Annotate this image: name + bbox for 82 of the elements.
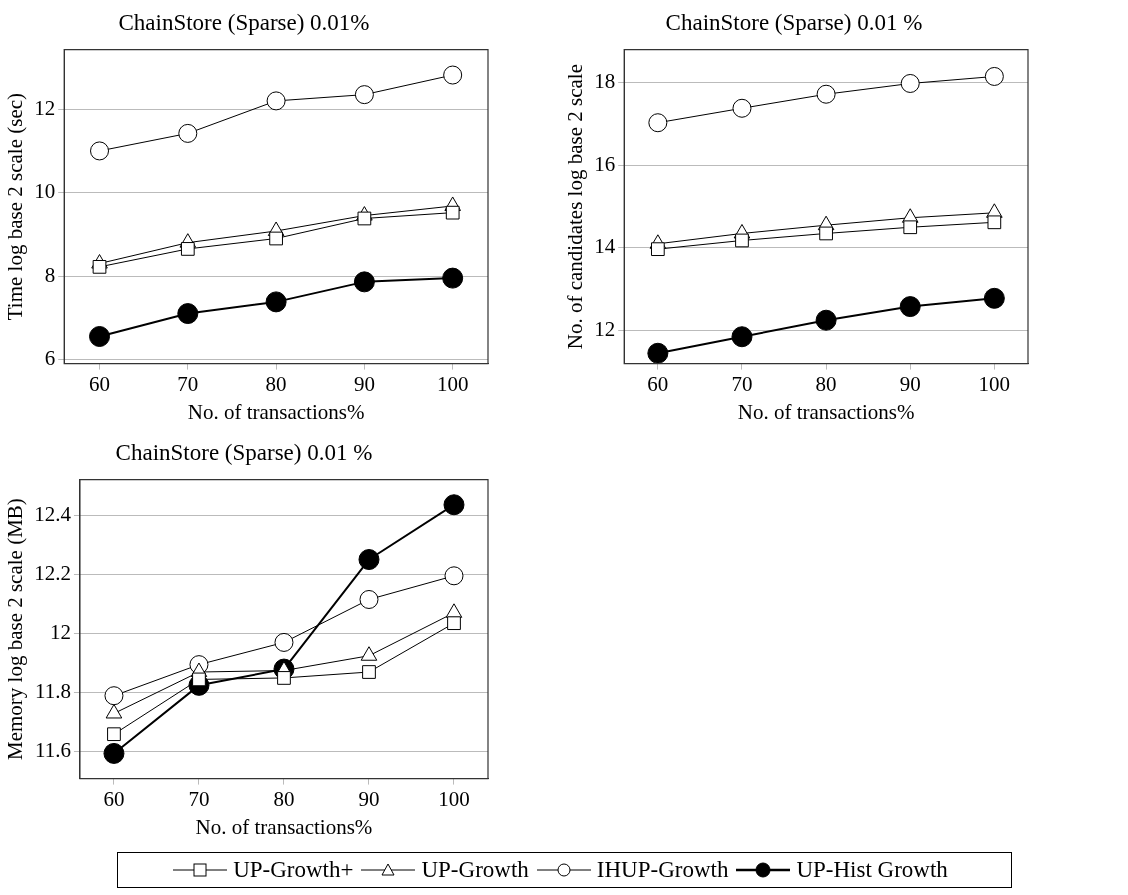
x-axis-title: No. of transactions% (195, 814, 373, 839)
x-tick-label: 90 (353, 371, 375, 396)
point (177, 303, 199, 325)
x-tick-label: 60 (647, 371, 669, 396)
x-tick-label: 100 (436, 371, 469, 396)
x-tick-label: 70 (177, 371, 199, 396)
point (104, 686, 124, 706)
point (445, 205, 460, 220)
y-tick-label: 12 (49, 620, 71, 645)
y-tick-label: 12 (594, 317, 616, 342)
y-axis-title: Time log base 2 scale (sec) (3, 92, 28, 321)
point (358, 549, 380, 571)
x-tick-label: 60 (89, 371, 111, 396)
point (899, 296, 921, 318)
y-tick-label: 14 (594, 234, 616, 259)
y-tick-label: 16 (594, 151, 616, 176)
legend-label: UP-Growth (421, 857, 529, 883)
point (354, 85, 374, 105)
x-axis-title: No. of transactions% (737, 399, 915, 424)
x-axis-title: No. of transactions% (187, 399, 365, 424)
point (983, 287, 1005, 309)
point (650, 242, 665, 257)
chart-title: ChainStore (Sparse) 0.01% (118, 9, 370, 35)
point (443, 494, 465, 516)
point (359, 590, 379, 609)
point (819, 226, 833, 241)
point (353, 271, 375, 293)
point (180, 242, 195, 256)
legend-label: UP-Growth+ (233, 857, 354, 883)
point (987, 215, 1002, 230)
x-tick-label: 60 (103, 786, 125, 811)
x-tick-label: 80 (273, 786, 295, 811)
chart-title: ChainStore (Sparse) 0.01 % (665, 9, 923, 35)
x-tick-label: 100 (438, 786, 470, 811)
point (362, 665, 376, 679)
x-tick-label: 90 (358, 786, 380, 811)
point (107, 727, 121, 742)
point (732, 98, 752, 118)
point (269, 231, 283, 246)
point (900, 73, 920, 93)
point (178, 123, 198, 143)
y-tick-label: 11.6 (34, 738, 71, 763)
point (265, 291, 287, 313)
point (266, 91, 286, 111)
point (357, 211, 372, 226)
point (443, 65, 463, 85)
x-tick-label: 80 (815, 371, 837, 396)
x-tick-label: 100 (978, 371, 1011, 396)
point (647, 342, 669, 364)
y-tick-label: 12 (34, 95, 56, 120)
legend-label: IHUP-Growth (596, 857, 729, 883)
point (92, 259, 107, 274)
y-tick-label: 18 (594, 69, 616, 94)
x-tick-label: 70 (188, 786, 210, 811)
point (89, 326, 111, 347)
x-tick-label: 80 (265, 371, 287, 396)
x-tick-label: 90 (899, 371, 921, 396)
y-tick-label: 11.8 (34, 679, 71, 704)
y-axis-title: No. of candidates log base 2 scale (563, 64, 588, 350)
y-tick-label: 6 (44, 345, 56, 370)
y-tick-label: 10 (34, 179, 56, 204)
point (815, 309, 837, 331)
point (735, 233, 749, 248)
point (444, 566, 464, 586)
point (816, 84, 836, 104)
x-tick-label: 70 (731, 371, 753, 396)
point (103, 742, 125, 764)
y-tick-label: 8 (44, 262, 56, 287)
point (277, 671, 291, 685)
point (731, 326, 753, 348)
y-tick-label: 12.4 (34, 501, 72, 526)
point (903, 220, 918, 235)
point (984, 66, 1004, 86)
point (648, 113, 668, 133)
point (442, 267, 464, 289)
point (274, 632, 294, 652)
legend-label: UP-Hist Growth (796, 857, 948, 883)
chart-title: ChainStore (Sparse) 0.01 % (115, 439, 373, 465)
point (447, 616, 461, 631)
y-axis-title: Memory log base 2 scale (MB) (3, 498, 28, 761)
point (90, 141, 110, 161)
y-tick-label: 12.2 (34, 560, 71, 585)
